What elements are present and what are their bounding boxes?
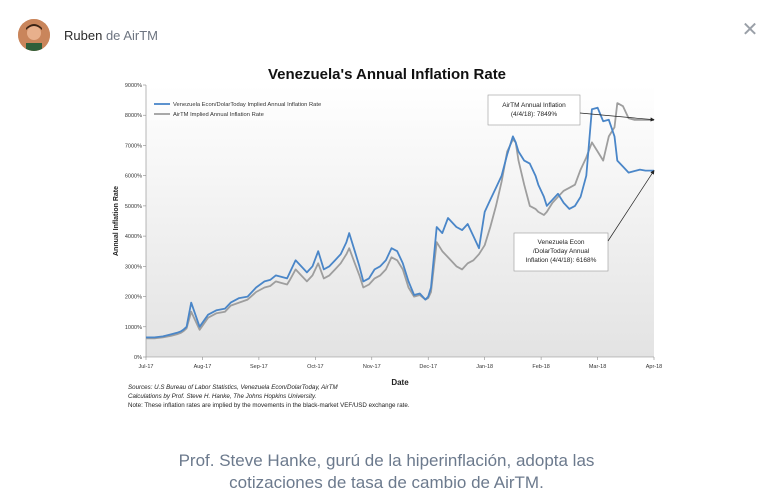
y-axis: 0% 1000% 2000% 3000% 4000% 5000% 6000% 7000% 800… bbox=[125, 83, 147, 361]
series-line-dolartoday bbox=[146, 106, 654, 339]
x-tick-label: Aug-17 bbox=[194, 364, 212, 370]
chart-card: Venezuela's Annual Inflation Rate 0% 1000… bbox=[106, 55, 669, 415]
x-tick-label: Oct-17 bbox=[307, 364, 324, 370]
inflation-chart: Venezuela's Annual Inflation Rate 0% 1000… bbox=[113, 66, 663, 409]
annotation-airtm-box bbox=[487, 94, 581, 126]
y-tick-label: 9000% bbox=[125, 83, 142, 89]
legend-label: Venezuela Econ/DolarToday Implied Annual… bbox=[173, 102, 321, 108]
caption-line-2: cotizaciones de tasa de cambio de AirTM. bbox=[229, 473, 544, 492]
annotation-dolartoday-text: /DolarToday Annual bbox=[533, 248, 590, 255]
source-line-3: Note: These inflation rates are implied … bbox=[128, 402, 410, 409]
caption-line-1: Prof. Steve Hanke, gurú de la hiperinfla… bbox=[178, 451, 595, 470]
x-tick-label: Feb-18 bbox=[532, 364, 549, 370]
series-layer bbox=[146, 102, 654, 340]
y-tick-label: 6000% bbox=[125, 174, 142, 180]
x-tick-label: Dec-17 bbox=[419, 364, 437, 370]
annotation-airtm-arrow bbox=[579, 112, 655, 122]
x-tick-label: Apr-18 bbox=[646, 364, 663, 370]
series-line-airtm bbox=[146, 102, 654, 340]
y-tick-label: 4000% bbox=[125, 234, 142, 240]
x-tick-label: Sep-17 bbox=[250, 364, 268, 370]
legend-label: AirTM Implied Annual Inflation Rate bbox=[173, 112, 264, 118]
y-tick-label: 7000% bbox=[125, 143, 142, 149]
annotation-dolartoday-text: Venezuela Econ bbox=[538, 239, 585, 246]
x-axis: Jul-17 Aug-17 Sep-17 Oct-17 Nov-17 Dec-17 Jan-… bbox=[139, 356, 663, 370]
chart-title: Venezuela's Annual Inflation Rate bbox=[268, 66, 506, 83]
x-tick-label: Mar-18 bbox=[589, 364, 606, 370]
y-tick-label: 5000% bbox=[125, 204, 142, 210]
message-header: Ruben de AirTM bbox=[18, 18, 158, 52]
y-tick-label: 2000% bbox=[125, 295, 142, 301]
y-tick-label: 0% bbox=[134, 355, 142, 361]
y-axis-label: Annual Inflation Rate bbox=[113, 186, 120, 256]
x-tick-label: Jan-18 bbox=[476, 364, 493, 370]
close-icon[interactable]: ✕ bbox=[741, 18, 759, 41]
annotation-airtm-text: AirTM Annual Inflation bbox=[502, 102, 566, 109]
caption: Prof. Steve Hanke, gurú de la hiperinfla… bbox=[0, 450, 773, 494]
sender-name: Ruben bbox=[64, 27, 103, 43]
sender-separator: de bbox=[105, 27, 121, 43]
y-tick-label: 3000% bbox=[125, 264, 142, 270]
legend: Venezuela Econ/DolarToday Implied Annual… bbox=[154, 102, 321, 118]
annotation-dolartoday-arrow bbox=[607, 170, 655, 242]
annotation-dolartoday-box bbox=[513, 232, 609, 272]
sender-line: Ruben de AirTM bbox=[64, 28, 158, 43]
source-line-1: Sources: U.S Bureau of Labor Statistics,… bbox=[128, 384, 339, 391]
x-tick-label: Jul-17 bbox=[139, 364, 154, 370]
source-line-2: Calculations by Prof. Steve H. Hanke, Th… bbox=[128, 393, 316, 400]
annotation-airtm-text: (4/4/18): 7849% bbox=[511, 111, 557, 118]
x-axis-label: Date bbox=[391, 378, 409, 387]
avatar-image bbox=[18, 19, 50, 51]
plot-area bbox=[146, 85, 654, 357]
y-tick-label: 1000% bbox=[125, 325, 142, 331]
avatar[interactable] bbox=[18, 19, 50, 51]
annotations: AirTM Annual Inflation (4/4/18): 7849% Ven… bbox=[487, 94, 655, 272]
y-tick-label: 8000% bbox=[125, 113, 142, 119]
sender-company: AirTM bbox=[123, 27, 158, 43]
annotation-dolartoday-text: Inflation (4/4/18): 6168% bbox=[526, 257, 597, 264]
x-tick-label: Nov-17 bbox=[363, 364, 381, 370]
